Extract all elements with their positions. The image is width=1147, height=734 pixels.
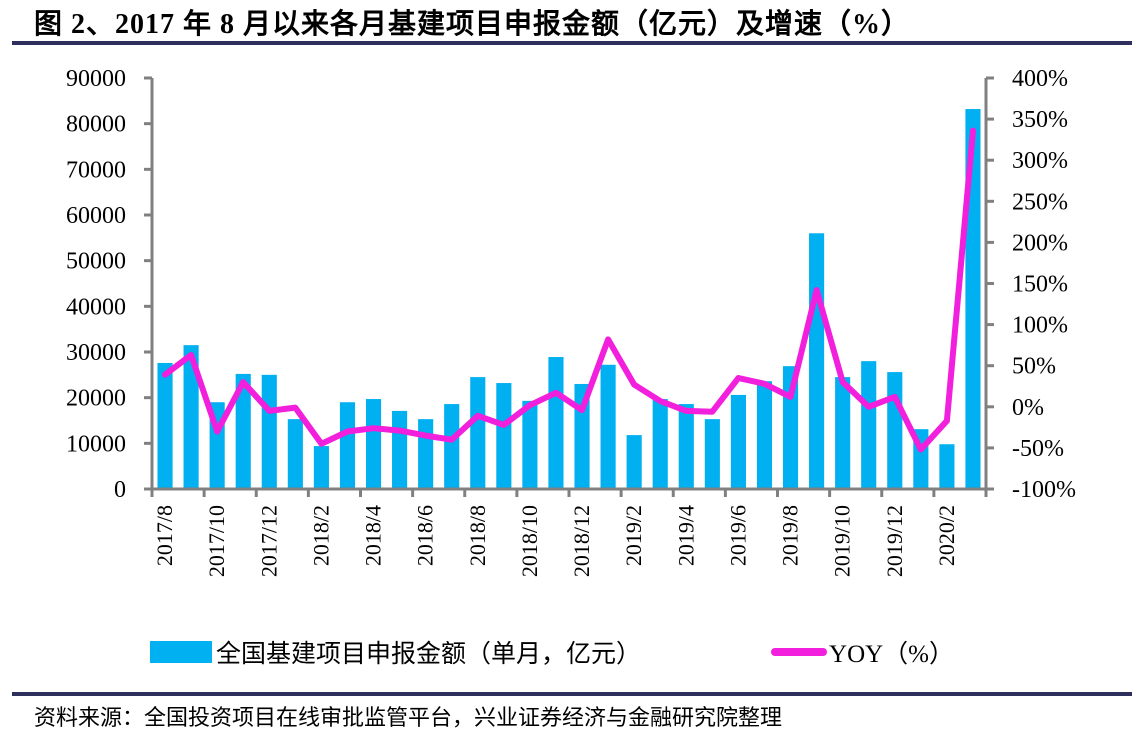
left-tick-label: 20000 — [66, 386, 126, 412]
left-tick-label: 10000 — [66, 431, 126, 457]
bar — [157, 362, 173, 489]
bar — [548, 357, 564, 489]
chart-title: 图 2、2017 年 8 月以来各月基建项目申报金额（亿元）及增速（%） — [34, 9, 911, 40]
x-tick-label: 2020/2 — [934, 505, 959, 566]
right-tick-label: 300% — [1012, 148, 1068, 174]
left-tick-label: 60000 — [66, 203, 126, 229]
x-tick-label: 2018/10 — [517, 505, 542, 577]
bar — [861, 361, 877, 489]
right-tick-label: 150% — [1012, 272, 1068, 298]
x-tick-label: 2017/8 — [152, 505, 177, 566]
x-tick-label: 2018/8 — [465, 505, 490, 566]
bar — [313, 446, 329, 489]
left-axis-ticks: 0 10000 20000 30000 40000 50000 60000 70000 8000… — [66, 66, 152, 503]
x-axis-ticks: 2017/8 2017/10 2017/12 2018/2 2018/4 2018/6 20… — [150, 489, 988, 577]
right-tick-label: 50% — [1012, 354, 1056, 380]
bar — [365, 399, 382, 489]
title-divider — [12, 41, 1132, 45]
bar — [887, 372, 903, 489]
x-tick-label: 2018/4 — [361, 505, 386, 566]
right-tick-label: 400% — [1012, 66, 1068, 92]
x-tick-label: 2019/6 — [725, 505, 750, 566]
bar — [678, 404, 694, 489]
right-tick-label: 100% — [1012, 313, 1068, 339]
bar — [939, 444, 955, 489]
right-tick-label: 0% — [1012, 395, 1044, 421]
bar — [835, 377, 851, 489]
x-tick-label: 2019/12 — [882, 505, 907, 577]
legend-item-line: YOY（%） — [771, 634, 954, 670]
x-tick-label: 2018/2 — [308, 505, 333, 566]
bar — [496, 383, 512, 489]
yoy-line — [162, 127, 976, 453]
bar — [470, 377, 486, 489]
bar — [444, 404, 460, 489]
x-tick-label: 2019/4 — [673, 505, 698, 566]
x-tick-label: 2019/8 — [778, 505, 803, 566]
legend-line-label: YOY（%） — [829, 641, 955, 668]
bar — [730, 394, 746, 489]
legend-line-swatch — [771, 648, 828, 656]
x-tick-label: 2017/10 — [204, 505, 229, 577]
x-tick-label: 2019/2 — [621, 505, 646, 566]
left-tick-label: 70000 — [66, 157, 126, 183]
legend-bar-swatch — [150, 641, 212, 663]
left-tick-label: 30000 — [66, 340, 126, 366]
bar — [626, 435, 642, 489]
x-tick-label: 2017/12 — [256, 505, 281, 577]
bar — [756, 381, 773, 489]
bar — [809, 233, 825, 489]
bar — [600, 364, 616, 489]
source-divider — [12, 692, 1132, 696]
right-tick-label: -100% — [1012, 477, 1076, 503]
line-series — [162, 127, 976, 453]
bar — [418, 419, 434, 489]
bar — [261, 374, 277, 489]
bar — [287, 419, 303, 489]
x-tick-label: 2019/10 — [830, 505, 855, 577]
bar — [704, 419, 720, 489]
bar — [235, 373, 251, 489]
left-tick-label: 50000 — [66, 249, 126, 275]
bar — [183, 345, 199, 489]
left-tick-label: 80000 — [66, 112, 126, 138]
x-tick-label: 2018/12 — [569, 505, 594, 577]
left-tick-label: 40000 — [66, 294, 126, 320]
left-tick-label: 0 — [114, 477, 126, 503]
right-tick-label: 250% — [1012, 189, 1068, 215]
bar — [522, 400, 538, 489]
legend-bar-label: 全国基建项目申报金额（单月，亿元） — [216, 641, 642, 668]
bar — [652, 399, 668, 489]
bar — [339, 402, 356, 489]
right-tick-label: -50% — [1012, 436, 1064, 462]
right-tick-label: 350% — [1012, 107, 1068, 133]
right-axis-ticks: -100% -50% 0% 50% 100% 150% 200% 250% 300% 350% 40… — [986, 66, 1076, 503]
legend-item-bar: 全国基建项目申报金额（单月，亿元） — [150, 634, 641, 670]
source-note: 资料来源：全国投资项目在线审批监管平台，兴业证券经济与金融研究院整理 — [34, 705, 783, 730]
x-tick-label: 2018/6 — [413, 505, 438, 566]
bar-series — [157, 109, 981, 489]
bar — [392, 410, 408, 489]
right-tick-label: 200% — [1012, 230, 1068, 256]
left-tick-label: 90000 — [66, 66, 126, 92]
legend: 全国基建项目申报金额（单月，亿元） YOY（%） — [150, 634, 954, 670]
